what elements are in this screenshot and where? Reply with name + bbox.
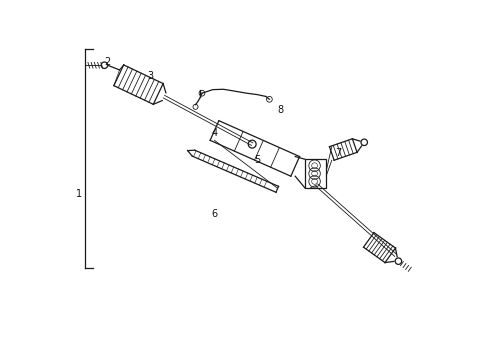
Text: 2: 2 bbox=[104, 57, 110, 67]
Text: 8: 8 bbox=[278, 105, 284, 115]
Text: 7: 7 bbox=[335, 148, 342, 158]
Text: 3: 3 bbox=[147, 71, 153, 81]
Text: 6: 6 bbox=[212, 209, 218, 219]
Bar bbox=[305, 159, 326, 188]
Text: 4: 4 bbox=[212, 129, 218, 138]
Text: 5: 5 bbox=[254, 155, 261, 165]
Text: 1: 1 bbox=[76, 189, 82, 199]
